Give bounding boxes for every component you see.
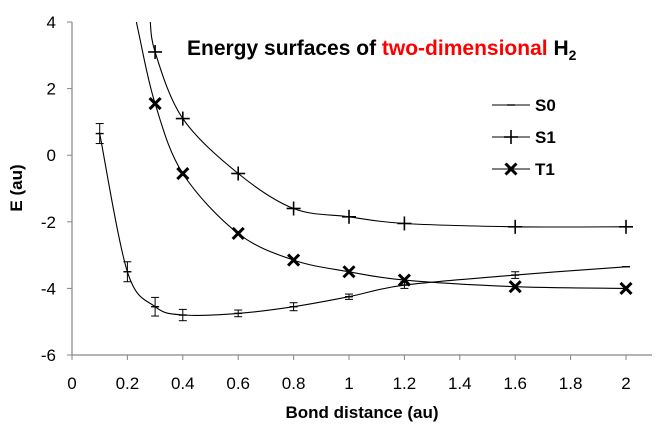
- point-s1: [342, 209, 356, 224]
- axis-ticks: 0 0.2 0.4 0.6 0.8 1 1.2 1.4 1.6 1.8 2 -6 -4 -2 0 2 4: [41, 13, 631, 393]
- legend-label: S1: [535, 128, 556, 147]
- point-s1: [231, 166, 246, 181]
- point-t1: [342, 265, 356, 279]
- legend-entry-s1: S1: [492, 128, 556, 147]
- legend-entry-s0: S0: [492, 96, 556, 115]
- legend: S0 S1 T1: [492, 96, 556, 179]
- x-tick-label: 0.6: [226, 374, 250, 393]
- y-tick-label: 4: [47, 13, 56, 32]
- chart-title: Energy surfaces of two-dimensional H2: [187, 37, 577, 63]
- x-tick-label: 0: [67, 374, 76, 393]
- point-t1: [397, 273, 411, 287]
- point-s1: [508, 219, 523, 234]
- point-t1: [619, 281, 633, 295]
- chart-title-highlight: two-dimensional: [382, 37, 548, 60]
- x-tick-label: 1: [344, 374, 353, 393]
- y-tick-label: 0: [47, 146, 56, 165]
- curve-s1: [149, 22, 627, 228]
- legend-label: S0: [535, 96, 556, 115]
- x-tick-label: 0.8: [282, 374, 306, 393]
- x-tick-label: 0.2: [116, 374, 140, 393]
- point-s1: [619, 219, 633, 234]
- point-t1: [287, 253, 301, 267]
- legend-marker: [504, 162, 518, 176]
- legend-marker: [504, 130, 518, 144]
- x-tick-label: 0.4: [171, 374, 195, 393]
- legend-label: T1: [535, 160, 555, 179]
- y-tick-label: -2: [41, 213, 56, 232]
- point-s1: [148, 44, 163, 59]
- x-tick-label: 1.4: [448, 374, 472, 393]
- point-s1: [175, 111, 190, 126]
- y-tick-label: -6: [41, 346, 56, 365]
- curve-t1: [135, 22, 627, 289]
- x-tick-label: 1.2: [393, 374, 417, 393]
- x-tick-label: 2: [621, 374, 630, 393]
- curve-s0: [99, 133, 627, 316]
- point-s1: [286, 201, 301, 216]
- point-t1: [231, 226, 245, 241]
- legend-entry-t1: T1: [492, 160, 555, 179]
- y-axis-title: E (au): [7, 164, 26, 211]
- point-s1: [397, 216, 412, 231]
- x-tick-label: 1.8: [559, 374, 583, 393]
- chart-title-subscript: 2: [569, 47, 577, 63]
- chart-title-formula: H: [553, 37, 568, 60]
- series-marks: [95, 44, 633, 322]
- y-tick-label: -4: [41, 279, 56, 298]
- point-t1: [148, 97, 162, 111]
- point-t1: [176, 166, 190, 181]
- series-curves: [99, 22, 627, 316]
- x-tick-label: 1.6: [503, 374, 527, 393]
- y-tick-label: 2: [47, 80, 56, 99]
- x-axis-title: Bond distance (au): [285, 403, 438, 422]
- point-t1: [508, 280, 522, 294]
- plot-axes: [71, 22, 652, 356]
- chart-title-prefix: Energy surfaces of: [187, 37, 382, 60]
